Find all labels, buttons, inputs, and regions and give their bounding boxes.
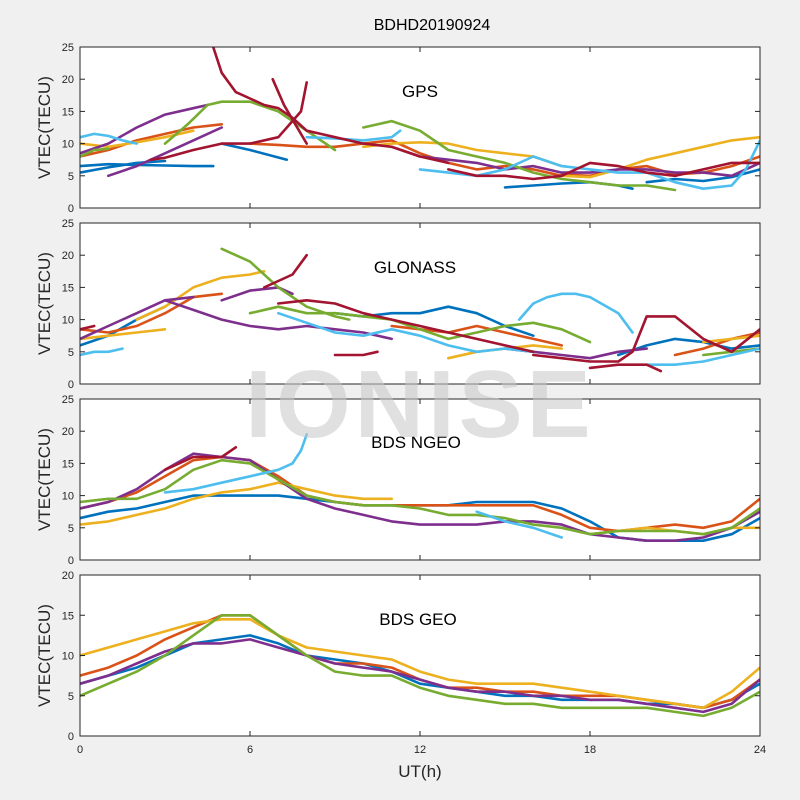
watermark-text: IONISE — [245, 351, 594, 458]
y-tick-label: 20 — [62, 250, 74, 262]
series-line-7 — [135, 269, 266, 321]
series-line-20 — [211, 47, 450, 165]
series-line-11 — [80, 103, 209, 155]
series-line-7 — [163, 433, 309, 494]
y-tick-label: 10 — [62, 315, 74, 327]
series-line-0 — [80, 162, 215, 168]
series-line-14 — [220, 247, 351, 321]
y-axis-label: VTEC(TECU) — [35, 76, 54, 179]
series-line-12 — [220, 286, 294, 302]
y-tick-label: 20 — [62, 74, 74, 86]
y-tick-label: 25 — [62, 394, 74, 406]
panel-0: 0 5 10 15 20 25 VTEC(TECU) GPS — [35, 42, 761, 215]
series-line-16 — [80, 147, 110, 158]
series-line-23 — [276, 298, 535, 354]
series-line-26 — [588, 363, 663, 373]
series-line-23 — [446, 161, 760, 181]
series-line-3 — [80, 292, 223, 334]
y-tick-label: 0 — [68, 555, 74, 567]
series-line-13 — [390, 145, 760, 178]
series-line-9 — [361, 141, 564, 168]
plot-area — [80, 223, 760, 384]
panel-label: BDS GEO — [379, 610, 456, 629]
y-tick-label: 15 — [62, 610, 74, 622]
series-line-2 — [80, 617, 760, 710]
series-group — [80, 47, 760, 192]
panel-1: 0 5 10 15 20 25 VTEC(TECU) GLONASS — [35, 218, 761, 391]
y-tick-label: 25 — [62, 218, 74, 230]
series-line-6 — [80, 458, 760, 536]
y-tick-label: 0 — [68, 203, 74, 215]
series-line-25 — [531, 315, 760, 363]
y-tick-label: 5 — [68, 171, 74, 183]
series-line-4 — [80, 613, 760, 718]
y-tick-label: 5 — [68, 691, 74, 703]
series-line-21 — [80, 324, 96, 331]
series-line-2 — [80, 481, 394, 526]
series-group — [80, 433, 760, 543]
series-line-12 — [107, 126, 223, 178]
series-line-22 — [262, 253, 309, 289]
y-tick-label: 20 — [62, 570, 74, 582]
series-line-18 — [276, 311, 535, 354]
series-line-18 — [305, 129, 402, 142]
series-line-3 — [80, 638, 760, 714]
y-tick-label: 0 — [68, 379, 74, 391]
y-tick-label: 5 — [68, 347, 74, 359]
series-line-19 — [517, 292, 634, 334]
y-tick-label: 10 — [62, 651, 74, 663]
panel-label: GLONASS — [374, 258, 456, 277]
series-line-10 — [560, 135, 760, 179]
plot-area — [80, 399, 760, 560]
series-line-10 — [163, 298, 394, 341]
y-axis-label: VTEC(TECU) — [35, 252, 54, 355]
x-tick-label: 18 — [584, 744, 596, 756]
y-tick-label: 15 — [62, 106, 74, 118]
y-tick-label: 25 — [62, 42, 74, 54]
panel-label: GPS — [402, 82, 438, 101]
y-tick-label: 0 — [68, 731, 74, 743]
series-group — [80, 613, 760, 718]
x-tick-label: 12 — [414, 744, 426, 756]
series-line-2 — [220, 142, 289, 161]
series-line-24 — [333, 350, 379, 357]
series-line-15 — [248, 305, 592, 344]
panel-2: 0 5 10 15 20 25 VTEC(TECU) BDS NGEO — [35, 394, 761, 567]
series-line-17 — [80, 132, 138, 145]
plot-area — [80, 575, 760, 736]
y-axis-label: VTEC(TECU) — [35, 604, 54, 707]
y-axis-label: VTEC(TECU) — [35, 428, 54, 531]
y-tick-label: 15 — [62, 458, 74, 470]
series-line-5 — [163, 445, 238, 472]
x-tick-label: 24 — [754, 744, 766, 756]
series-line-4 — [80, 452, 760, 543]
series-line-20 — [645, 347, 760, 367]
series-line-11 — [80, 295, 195, 341]
series-line-21 — [271, 77, 309, 145]
series-group — [80, 247, 760, 373]
x-axis-label: UT(h) — [398, 762, 441, 781]
series-line-8 — [475, 510, 564, 539]
series-line-6 — [80, 327, 167, 341]
panels: 0 5 10 15 20 25 VTEC(TECU) GPS 0 5 10 15 20 25 VTEC(TE… — [35, 42, 766, 781]
series-line-17 — [80, 347, 124, 357]
panel-3: 0 5 10 15 20 0 6 12 18 24 VTEC(TECU) UT(h) BDS GEO — [35, 570, 766, 781]
series-line-22 — [149, 81, 309, 161]
y-tick-label: 10 — [62, 491, 74, 503]
series-line-5 — [80, 123, 223, 158]
figure-title: BDHD20190924 — [374, 17, 491, 34]
y-tick-label: 15 — [62, 282, 74, 294]
y-tick-label: 20 — [62, 426, 74, 438]
x-tick-label: 0 — [77, 744, 83, 756]
series-line-1 — [80, 159, 167, 174]
series-line-15 — [361, 119, 677, 192]
y-tick-label: 10 — [62, 139, 74, 151]
series-line-5 — [673, 331, 760, 357]
panel-label: BDS NGEO — [371, 433, 461, 452]
y-tick-label: 5 — [68, 523, 74, 535]
x-tick-label: 6 — [247, 744, 253, 756]
